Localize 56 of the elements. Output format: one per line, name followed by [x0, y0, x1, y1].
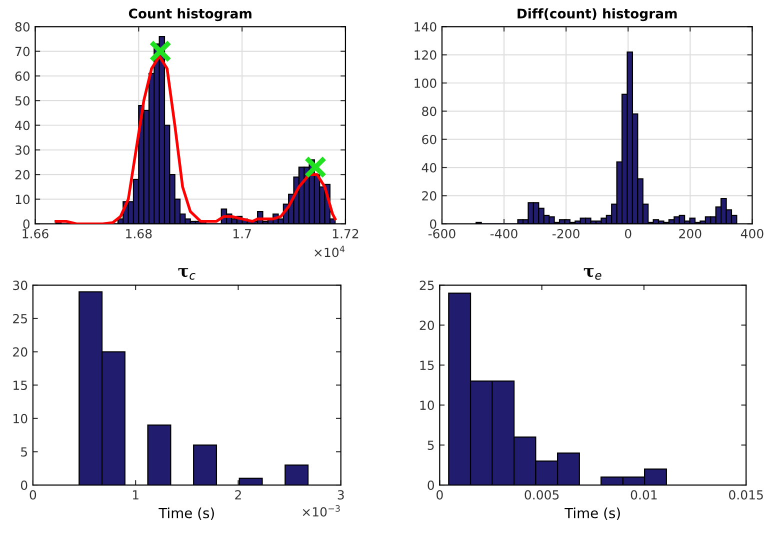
text: ×10$^{4}$: [314, 246, 345, 258]
y-tick-label: 40: [15, 120, 30, 130]
x-tick-label: 2: [235, 490, 241, 500]
y-tick-label: 10: [14, 414, 28, 424]
x-axis-title: Time (s): [564, 508, 620, 520]
x-tick-label: 1: [132, 490, 138, 500]
y-tick-label: 40: [422, 162, 436, 172]
x-tick-label: 1.68: [126, 228, 152, 238]
chart-title: τ$_{c}$: [178, 268, 196, 280]
y-tick-label: 0: [430, 219, 436, 229]
x-tick-label: 1.7: [233, 229, 251, 238]
x-tick-label: 0: [624, 228, 632, 238]
y-tick-label: 10: [16, 194, 30, 204]
y-tick-label: 60: [15, 71, 30, 81]
y-tick-label: 0: [20, 480, 28, 490]
y-tick-label: 20: [420, 320, 434, 330]
x-tick-label: 1.66: [22, 228, 48, 238]
y-tick-label: 70: [15, 46, 30, 56]
y-tick-label: 5: [428, 440, 434, 450]
x-tick-label: 400: [740, 228, 764, 238]
x-tick-label: 0.01: [630, 490, 657, 500]
y-tick-label: 120: [414, 50, 436, 60]
y-tick-label: 80: [422, 106, 436, 116]
x-tick-label: 1.72: [332, 228, 358, 238]
x-tick-label: 0.005: [524, 490, 559, 500]
y-tick-label: 30: [13, 280, 28, 290]
y-tick-label: 25: [13, 314, 27, 324]
y-tick-label: 80: [15, 22, 30, 32]
y-tick-label: 10: [420, 400, 434, 410]
x-tick-label: -200: [552, 228, 580, 238]
y-tick-label: 30: [15, 145, 30, 155]
y-tick-label: 20: [13, 347, 28, 357]
y-tick-label: 15: [420, 360, 434, 370]
y-tick-label: 50: [15, 96, 30, 106]
x-tick-label: 3: [338, 490, 344, 500]
y-tick-label: 60: [422, 134, 436, 144]
y-tick-label: 25: [420, 280, 434, 290]
y-tick-label: 15: [14, 380, 27, 390]
chart-title: τ$_{e}$: [584, 268, 602, 280]
x-tick-label: 0: [436, 490, 443, 500]
y-tick-label: 20: [422, 191, 436, 201]
y-tick-label: 100: [414, 78, 436, 88]
x-tick-label: 0: [30, 490, 36, 500]
y-tick-label: 20: [15, 170, 30, 180]
chart-title: Count histogram: [128, 8, 252, 22]
x-tick-label: -600: [428, 228, 456, 238]
y-tick-label: 140: [414, 22, 436, 32]
x-tick-label: 200: [679, 228, 702, 238]
x-tick-label: 0.015: [729, 490, 763, 500]
text: ×10$^{−3}$: [302, 505, 340, 517]
x-tick-label: -400: [490, 228, 518, 238]
chart-title: Diff(count) histogram: [518, 8, 677, 22]
x-axis-title: Time (s): [158, 508, 214, 520]
y-tick-label: 0: [428, 480, 434, 490]
y-tick-label: 5: [21, 447, 27, 457]
y-tick-label: 0: [23, 219, 30, 229]
